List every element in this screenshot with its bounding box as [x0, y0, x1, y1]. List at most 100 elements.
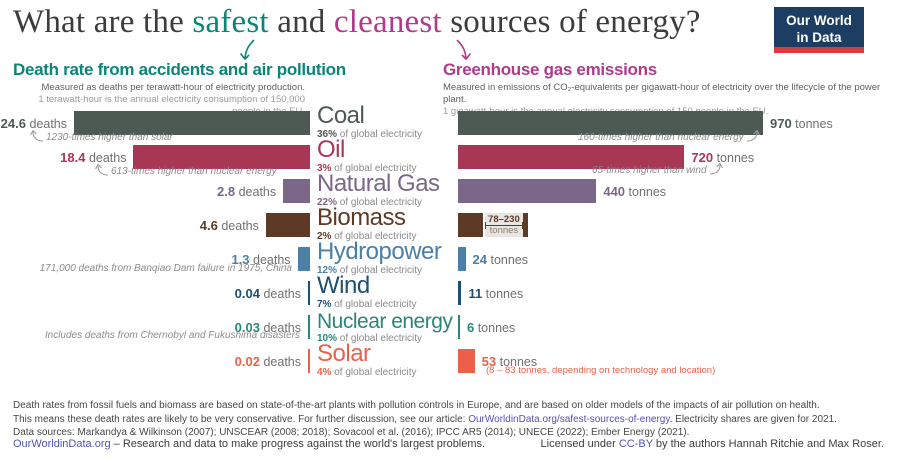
source-name-wind: Wind: [317, 272, 370, 299]
energy-rows: 24.6 deaths 1230-times higher than solar C…: [0, 104, 897, 379]
energy-row-hydro: 1.3 deaths 171,000 deaths from Banqiao Da…: [0, 238, 897, 277]
death-rate-cell-hydro: 1.3 deaths 171,000 deaths from Banqiao Da…: [0, 242, 310, 276]
tonnes-label-natural-gas-number: 440: [603, 183, 626, 199]
footnote-line1: Death rates from fossil fuels and biomas…: [13, 400, 820, 411]
tonnes-label-hydro: 24 tonnes: [473, 252, 528, 267]
energy-row-wind: 0.04 deaths Wind 7% of global electricity 1…: [0, 272, 897, 311]
tonnes-label-oil-unit: tonnes: [713, 150, 755, 165]
source-label-cell-natural-gas: Natural Gas 22% of global electricity: [310, 172, 458, 209]
tonnes-label-nuclear: 6 tonnes: [467, 320, 515, 335]
emissions-cell-oil: 720 tonnes 65-times higher than wind: [458, 140, 897, 176]
source-share-text-wind: of global electricity: [331, 299, 417, 310]
deaths-label-wind-unit: deaths: [259, 286, 301, 301]
title-text: sources of energy?: [441, 4, 701, 40]
source-share-natural-gas: 22% of global electricity: [317, 197, 458, 208]
deaths-label-solar-unit: deaths: [259, 354, 301, 369]
article-link[interactable]: OurWorldinData.org/safest-sources-of-ene…: [468, 413, 670, 425]
owid-logo-line2: in Data: [796, 30, 842, 45]
emissions-bar-biomass: [458, 213, 483, 237]
source-share-text-solar: of global electricity: [331, 367, 417, 378]
owid-site-link[interactable]: OurWorldinData.org: [13, 438, 111, 450]
source-label-cell-wind: Wind 7% of global electricity: [310, 272, 458, 311]
bottom-bar: OurWorldinData.org – Research and data t…: [13, 438, 884, 450]
energy-row-solar: 0.02 deaths Solar 4% of global electricity…: [0, 340, 897, 379]
deaths-label-nuclear: 0.03 deaths: [235, 320, 301, 335]
emissions-subtitle: Measured in emissions of CO₂-equivalents…: [443, 82, 881, 105]
deaths-label-natural-gas: 2.8 deaths: [217, 184, 276, 199]
source-share-text-coal: of global electricity: [337, 129, 423, 140]
footnote-line2-tail: . Electricity shares are given for 2021.: [669, 413, 837, 425]
tonnes-label-wind-unit: tonnes: [482, 286, 524, 301]
source-share-coal: 36% of global electricity: [317, 129, 458, 140]
source-share-text-nuclear: of global electricity: [337, 333, 423, 344]
source-share-pct-coal: 36%: [317, 129, 338, 140]
deaths-label-hydro: 1.3 deaths: [231, 252, 290, 267]
deaths-label-coal-number: 24.6: [0, 115, 26, 131]
emissions-cell-natural-gas: 440 tonnes: [458, 174, 897, 208]
source-share-oil: 3% of global electricity: [317, 163, 458, 174]
source-share-nuclear: 10% of global electricity: [317, 333, 458, 344]
deaths-label-wind: 0.04 deaths: [235, 286, 301, 301]
deaths-label-hydro-number: 1.3: [231, 251, 250, 267]
emissions-bar-hydro: [458, 247, 466, 271]
page-title: What are the safest and cleanest sources…: [13, 4, 701, 41]
source-name-hydro: Hydropower: [317, 238, 442, 265]
deaths-label-oil-number: 18.4: [60, 149, 86, 165]
left-annotation-text-oil: 613-times higher than nuclear energy: [111, 166, 277, 177]
energy-row-coal: 24.6 deaths 1230-times higher than solar C…: [0, 104, 897, 144]
source-share-biomass: 2% of global electricity: [317, 231, 458, 242]
death-rate-subtitle: Measured as deaths per terawatt-hour of …: [41, 82, 306, 93]
source-name-biomass: Biomass: [317, 204, 406, 231]
left-annotation-text-coal: 1230-times higher than solar: [46, 132, 173, 143]
deaths-label-oil: 18.4 deaths: [60, 150, 126, 165]
deaths-label-natural-gas-unit: deaths: [235, 184, 277, 199]
tonnes-label-wind: 11 tonnes: [468, 286, 523, 301]
right-note-solar: (8 – 83 tonnes, depending on technology …: [486, 365, 716, 376]
footnote-line3: Data sources: Markandya & Wilkinson (200…: [13, 427, 690, 438]
annotation-arrow-icon: [30, 129, 44, 142]
deaths-label-coal-unit: deaths: [25, 116, 67, 131]
owid-logo-stripe: [774, 47, 864, 53]
deaths-label-solar: 0.02 deaths: [235, 354, 301, 369]
deaths-bar-oil: [133, 145, 310, 169]
source-share-wind: 7% of global electricity: [317, 299, 458, 310]
title-word-cleanest: cleanest: [333, 4, 442, 40]
death-rate-cell-wind: 0.04 deaths: [0, 276, 310, 310]
emissions-cell-solar: 53 tonnes (8 – 83 tonnes, depending on te…: [458, 344, 897, 378]
owid-logo[interactable]: Our World in Data: [774, 7, 864, 53]
source-share-text-biomass: of global electricity: [331, 231, 417, 242]
source-share-text-oil: of global electricity: [331, 163, 417, 174]
source-share-pct-oil: 3%: [317, 163, 332, 174]
tonnes-label-solar-number: 53: [481, 353, 497, 369]
tonnes-label-coal: 970 tonnes: [770, 116, 833, 131]
tonnes-label-hydro-number: 24: [472, 251, 487, 267]
owid-logo-line1: Our World: [786, 13, 852, 29]
source-share-hydro: 12% of global electricity: [317, 265, 458, 276]
cleanest-arrow-icon: [456, 39, 472, 61]
deaths-bar-wind: [308, 281, 310, 305]
source-label-cell-oil: Oil 3% of global electricity: [310, 138, 458, 175]
emissions-cell-hydro: 24 tonnes: [458, 242, 897, 276]
death-rate-cell-biomass: 4.6 deaths: [0, 208, 310, 242]
energy-row-oil: 18.4 deaths 613-times higher than nuclear…: [0, 138, 897, 178]
deaths-bar-biomass: [265, 213, 310, 237]
deaths-bar-hydro: [297, 247, 310, 271]
license-link[interactable]: CC-BY: [618, 438, 653, 450]
source-label-cell-solar: Solar 4% of global electricity: [310, 340, 458, 379]
emissions-range-biomass: 78–230 tonnes: [484, 213, 524, 237]
source-share-pct-nuclear: 10%: [317, 333, 338, 344]
deaths-label-biomass-unit: deaths: [217, 218, 259, 233]
deaths-label-nuclear-number: 0.03: [234, 319, 260, 335]
deaths-bar-nuclear: [308, 315, 310, 339]
deaths-label-wind-number: 0.04: [234, 285, 260, 301]
source-name-solar: Solar: [317, 340, 371, 367]
source-label-cell-biomass: Biomass 2% of global electricity: [310, 204, 458, 243]
annotation-arrow-icon: [95, 163, 109, 176]
right-annotation-text-coal: 160-times higher than nuclear energy: [578, 132, 744, 143]
left-annotation-coal: 1230-times higher than solar: [30, 129, 173, 143]
emissions-range-unit-biomass: tonnes: [489, 224, 519, 236]
deaths-label-hydro-unit: deaths: [249, 252, 291, 267]
source-share-pct-biomass: 2%: [317, 231, 332, 242]
emissions-cell-biomass: 78–230 tonnes: [458, 208, 897, 242]
